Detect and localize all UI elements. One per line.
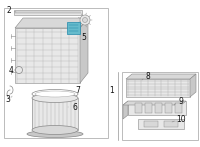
Bar xyxy=(175,103,182,113)
Bar xyxy=(4,8,108,138)
Polygon shape xyxy=(80,18,88,83)
Ellipse shape xyxy=(32,93,78,102)
Polygon shape xyxy=(123,101,186,105)
Text: 5: 5 xyxy=(82,32,86,41)
Ellipse shape xyxy=(32,90,78,98)
Bar xyxy=(165,103,172,113)
Bar xyxy=(138,119,184,129)
Polygon shape xyxy=(126,74,196,79)
Bar xyxy=(122,72,198,140)
Bar xyxy=(144,121,158,127)
Ellipse shape xyxy=(35,91,75,97)
Ellipse shape xyxy=(80,15,90,25)
Ellipse shape xyxy=(27,131,83,137)
Text: 1: 1 xyxy=(110,86,114,95)
Text: 9: 9 xyxy=(179,97,183,106)
Bar xyxy=(145,103,152,113)
Ellipse shape xyxy=(32,126,78,135)
Text: 7: 7 xyxy=(76,86,80,95)
Bar xyxy=(164,121,178,127)
Text: 8: 8 xyxy=(146,71,150,81)
Text: 6: 6 xyxy=(73,102,77,112)
Text: 3: 3 xyxy=(6,96,10,105)
Polygon shape xyxy=(15,28,80,83)
Bar xyxy=(14,10,82,15)
Bar xyxy=(126,79,190,97)
Bar xyxy=(32,98,78,130)
Ellipse shape xyxy=(83,17,88,22)
Bar xyxy=(135,103,142,113)
Ellipse shape xyxy=(16,66,22,74)
Bar xyxy=(67,22,80,34)
Bar xyxy=(155,103,162,113)
Text: 2: 2 xyxy=(7,5,11,15)
Polygon shape xyxy=(123,101,128,119)
Polygon shape xyxy=(15,18,88,28)
Text: 10: 10 xyxy=(176,116,186,125)
Polygon shape xyxy=(190,74,196,97)
Text: 4: 4 xyxy=(9,66,13,75)
Bar xyxy=(128,101,186,115)
